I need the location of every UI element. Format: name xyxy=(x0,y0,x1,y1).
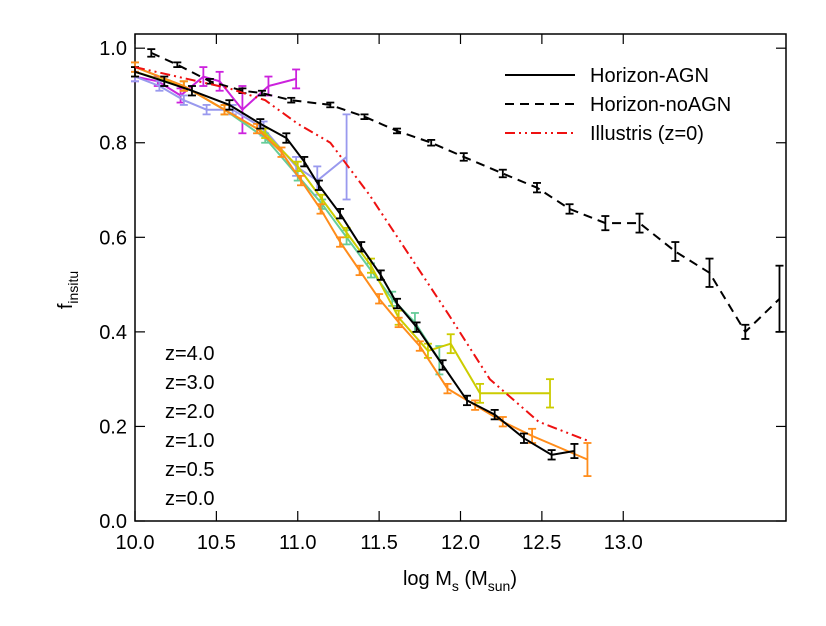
series-line xyxy=(150,51,781,334)
error-bar xyxy=(498,168,507,179)
subscript: sun xyxy=(488,578,511,594)
y-tick-label: 0.8 xyxy=(99,133,127,155)
error-bar xyxy=(336,236,345,248)
error-bar xyxy=(277,146,286,158)
y-tick-label: 1.0 xyxy=(99,38,127,60)
error-bar xyxy=(287,96,296,104)
legend-label: Illustris (z=0) xyxy=(590,123,704,145)
error-bar xyxy=(160,75,169,87)
subscript: s xyxy=(452,578,459,594)
y-tick-label: 0.2 xyxy=(99,416,127,438)
error-bar xyxy=(300,156,309,168)
error-bar xyxy=(179,94,188,106)
error-bar xyxy=(357,241,366,253)
error-bar xyxy=(215,70,224,92)
legend-label: z=3.0 xyxy=(165,372,214,394)
error-bar xyxy=(202,104,211,116)
error-bar xyxy=(199,66,208,87)
error-bar xyxy=(775,264,784,333)
error-bar xyxy=(547,449,556,461)
error-bar xyxy=(601,215,610,232)
label-part: ) xyxy=(510,568,517,590)
error-bar xyxy=(570,443,579,460)
error-bar xyxy=(342,113,351,201)
error-bar xyxy=(316,203,325,215)
error-bar xyxy=(476,382,485,404)
legend-label: z=1.0 xyxy=(165,430,214,452)
error-bar xyxy=(671,241,680,262)
error-bar xyxy=(292,68,301,90)
error-bar xyxy=(297,174,306,187)
legend-label: z=0.0 xyxy=(165,488,214,510)
label-part: log M xyxy=(403,568,452,590)
error-bar xyxy=(446,333,455,355)
error-bar xyxy=(147,48,156,58)
y-tick-label: 0.4 xyxy=(99,322,127,344)
error-bar xyxy=(443,382,452,395)
legend-label: z=0.5 xyxy=(165,459,214,481)
x-tick-label: 12.0 xyxy=(441,532,480,554)
x-tick-label: 10.5 xyxy=(197,532,236,554)
error-bar xyxy=(393,297,402,310)
legend-label: z=2.0 xyxy=(165,401,214,423)
error-bar xyxy=(635,212,644,234)
error-bar xyxy=(438,359,447,371)
error-bar xyxy=(393,127,402,135)
error-bar xyxy=(225,99,234,111)
error-bar xyxy=(415,340,424,352)
error-bar xyxy=(282,132,291,144)
error-bar xyxy=(565,203,574,215)
error-bar xyxy=(256,118,265,130)
x-tick-label: 11.0 xyxy=(279,532,316,554)
legend-label: Horizon-noAGN xyxy=(590,94,731,116)
error-bar xyxy=(463,394,472,407)
error-bar xyxy=(546,378,555,409)
error-bar xyxy=(583,442,592,477)
error-bar xyxy=(490,408,499,421)
error-bar xyxy=(741,323,750,340)
y-axis-label: finsitu xyxy=(55,271,81,309)
legend-label: z=4.0 xyxy=(165,343,214,365)
error-bar xyxy=(187,85,196,97)
error-bar xyxy=(375,293,384,305)
error-bar xyxy=(705,257,714,288)
error-bar xyxy=(427,139,436,147)
error-bar xyxy=(257,89,266,97)
error-bar xyxy=(412,321,421,333)
error-bar xyxy=(179,80,188,92)
x-tick-label: 12.5 xyxy=(522,532,561,554)
error-bar xyxy=(355,264,364,277)
error-bar xyxy=(173,61,182,68)
x-tick-label: 13.0 xyxy=(604,532,643,554)
error-bar xyxy=(336,208,345,220)
y-tick-label: 0.6 xyxy=(99,227,127,249)
label-part: (M xyxy=(459,568,488,590)
error-bar xyxy=(459,152,468,162)
label-part: f xyxy=(55,303,77,309)
x-tick-label: 11.5 xyxy=(360,532,397,554)
y-tick-label: 0.0 xyxy=(99,511,127,533)
error-bar xyxy=(360,113,369,121)
error-bar xyxy=(314,179,323,191)
error-bar xyxy=(376,269,385,281)
error-bar xyxy=(394,316,403,329)
x-tick-label: 10.0 xyxy=(116,532,155,554)
x-axis-label: log Ms (Msun) xyxy=(403,568,517,594)
error-bar xyxy=(519,432,528,444)
error-bar xyxy=(532,182,541,194)
error-bar xyxy=(326,101,335,109)
legend-label: Horizon-AGN xyxy=(590,65,709,87)
subscript: insitu xyxy=(65,271,81,304)
